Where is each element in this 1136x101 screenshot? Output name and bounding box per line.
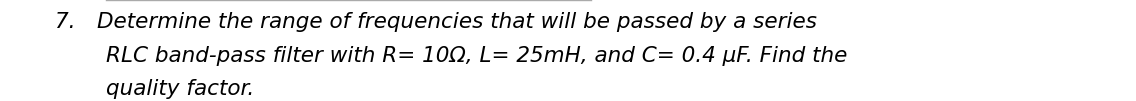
- Text: 7. Determine the range of frequencies that will be passed by a series: 7. Determine the range of frequencies th…: [55, 12, 817, 32]
- Text: RLC band-pass filter with R= 10Ω, L= 25mH, and C= 0.4 μF. Find the: RLC band-pass filter with R= 10Ω, L= 25m…: [106, 46, 847, 66]
- Text: quality factor.: quality factor.: [106, 79, 254, 99]
